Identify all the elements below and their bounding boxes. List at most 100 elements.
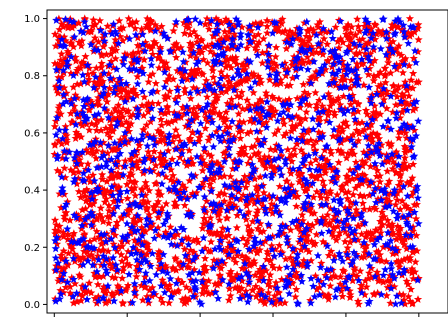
- scatter-point: [232, 223, 242, 232]
- scatter-point: [375, 171, 385, 180]
- scatter-point: [408, 122, 417, 131]
- scatter-point: [60, 163, 69, 172]
- scatter-point: [233, 247, 243, 255]
- scatter-point: [226, 291, 235, 300]
- scatter-point: [383, 180, 392, 189]
- scatter-point: [130, 177, 139, 186]
- scatter-point: [202, 282, 211, 291]
- scatter-point: [79, 169, 88, 177]
- scatter-point: [157, 207, 166, 215]
- scatter-point: [367, 148, 376, 156]
- scatter-point: [270, 251, 279, 260]
- scatter-point: [218, 223, 227, 232]
- scatter-point: [189, 172, 198, 181]
- scatter-point: [383, 166, 392, 175]
- scatter-point: [246, 232, 255, 240]
- scatter-point: [90, 234, 99, 243]
- scatter-point: [321, 168, 330, 177]
- scatter-point: [73, 238, 82, 247]
- scatter-point: [51, 236, 60, 245]
- scatter-point: [174, 131, 183, 140]
- scatter-point: [298, 210, 307, 219]
- scatter-point: [389, 81, 398, 90]
- scatter-point: [179, 57, 188, 66]
- scatter-point: [204, 222, 214, 231]
- scatter-point: [361, 106, 371, 114]
- scatter-point: [226, 137, 235, 146]
- scatter-point: [224, 279, 234, 288]
- scatter-point: [102, 177, 112, 186]
- scatter-point: [269, 164, 278, 173]
- scatter-point: [383, 157, 392, 166]
- scatter-point: [179, 225, 188, 234]
- scatter-point: [210, 206, 219, 215]
- scatter-point: [413, 47, 423, 56]
- scatter-point: [274, 94, 284, 103]
- scatter-point: [91, 72, 100, 81]
- scatter-point: [145, 165, 154, 174]
- scatter-point: [206, 47, 215, 56]
- scatter-point: [123, 124, 132, 132]
- scatter-point: [282, 262, 291, 271]
- scatter-point: [293, 192, 302, 200]
- scatter-point: [211, 59, 220, 68]
- scatter-point: [113, 113, 122, 122]
- scatter-point: [133, 79, 142, 88]
- scatter-point: [392, 92, 402, 101]
- scatter-point: [200, 266, 209, 275]
- scatter-point: [115, 190, 124, 199]
- scatter-point: [240, 259, 250, 268]
- scatter-point: [251, 271, 260, 279]
- scatter-point: [282, 128, 291, 137]
- scatter-point: [197, 48, 206, 56]
- scatter-point: [130, 227, 140, 235]
- scatter-point: [344, 231, 353, 240]
- scatter-point: [170, 197, 180, 206]
- scatter-point: [83, 70, 93, 78]
- scatter-point: [250, 149, 259, 158]
- scatter-point: [92, 116, 102, 125]
- scatter-point: [292, 111, 301, 120]
- scatter-point: [220, 117, 229, 126]
- scatter-point: [375, 151, 384, 160]
- scatter-point: [414, 219, 423, 228]
- scatter-point: [403, 220, 412, 228]
- scatter-point: [259, 34, 268, 43]
- scatter-point: [372, 172, 381, 180]
- scatter-point: [110, 86, 119, 94]
- scatter-point: [354, 276, 363, 285]
- scatter-point: [258, 120, 268, 129]
- scatter-point: [148, 283, 157, 292]
- scatter-point: [200, 147, 209, 156]
- scatter-point: [317, 200, 326, 209]
- scatter-point: [243, 193, 252, 201]
- scatter-point: [51, 130, 61, 139]
- scatter-point: [59, 269, 68, 278]
- scatter-point: [236, 40, 245, 49]
- scatter-point: [212, 201, 221, 210]
- scatter-point: [157, 105, 166, 114]
- scatter-point: [93, 163, 102, 172]
- scatter-point: [83, 159, 93, 168]
- scatter-point: [177, 149, 187, 158]
- scatter-point: [57, 49, 66, 58]
- scatter-point: [265, 70, 275, 79]
- scatter-point: [280, 59, 290, 67]
- scatter-point: [96, 140, 105, 149]
- scatter-point: [386, 125, 396, 133]
- scatter-point: [105, 132, 115, 141]
- scatter-point: [166, 230, 175, 238]
- scatter-point: [262, 209, 271, 217]
- scatter-point: [250, 174, 259, 183]
- scatter-point: [404, 39, 413, 47]
- scatter-point: [107, 264, 116, 272]
- scatter-point: [163, 233, 173, 242]
- scatter-point: [330, 205, 339, 213]
- scatter-point: [186, 39, 195, 47]
- scatter-point: [189, 104, 198, 113]
- scatter-point: [392, 235, 401, 243]
- scatter-point: [336, 100, 345, 109]
- scatter-point: [102, 97, 112, 106]
- scatter-point: [96, 203, 105, 212]
- scatter-point: [69, 292, 78, 301]
